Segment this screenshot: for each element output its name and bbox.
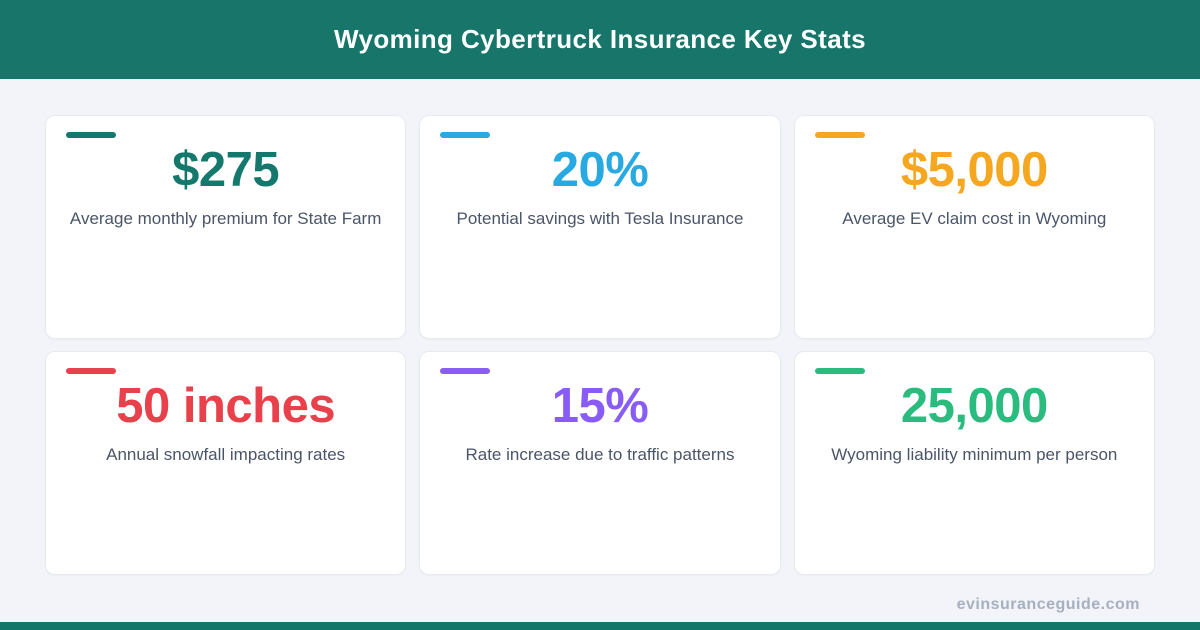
accent-bar: [814, 132, 865, 138]
site-url-text: evinsuranceguide.com: [956, 596, 1140, 613]
accent-bar: [66, 132, 116, 138]
footer: evinsuranceguide.com: [0, 575, 1200, 622]
accent-bar: [440, 132, 491, 138]
stat-value: $5,000: [900, 143, 1048, 197]
stat-value: 15%: [551, 379, 649, 433]
stat-label: Potential savings with Tesla Insurance: [456, 209, 744, 229]
accent-bar: [440, 368, 491, 374]
stat-value: 25,000: [900, 379, 1048, 433]
stat-label: Wyoming liability minimum per person: [831, 445, 1118, 465]
stat-value: $275: [172, 143, 280, 197]
accent-bar: [66, 368, 116, 374]
accent-bar: [814, 368, 865, 374]
page-title: Wyoming Cybertruck Insurance Key Stats: [334, 24, 866, 54]
stat-card-ev-claim-cost: $5,000 Average EV claim cost in Wyoming: [793, 115, 1155, 339]
bottom-accent-bar: [0, 622, 1200, 630]
stat-label: Average monthly premium for State Farm: [69, 209, 382, 229]
stat-value: 50 inches: [116, 379, 336, 433]
stat-card-traffic-rate-increase: 15% Rate increase due to traffic pattern…: [419, 351, 781, 575]
stat-card-snowfall: 50 inches Annual snowfall impacting rate…: [45, 351, 407, 575]
stat-card-liability-minimum: 25,000 Wyoming liability minimum per per…: [793, 351, 1155, 575]
stat-label: Annual snowfall impacting rates: [106, 445, 346, 465]
stat-label: Average EV claim cost in Wyoming: [842, 209, 1107, 229]
stat-label: Rate increase due to traffic patterns: [465, 445, 735, 465]
stat-card-state-farm-premium: $275 Average monthly premium for State F…: [45, 115, 407, 339]
stats-grid: $275 Average monthly premium for State F…: [45, 115, 1155, 575]
header-bar: Wyoming Cybertruck Insurance Key Stats: [0, 0, 1200, 79]
stat-value: 20%: [551, 143, 649, 197]
stat-card-tesla-savings: 20% Potential savings with Tesla Insuran…: [419, 115, 781, 339]
